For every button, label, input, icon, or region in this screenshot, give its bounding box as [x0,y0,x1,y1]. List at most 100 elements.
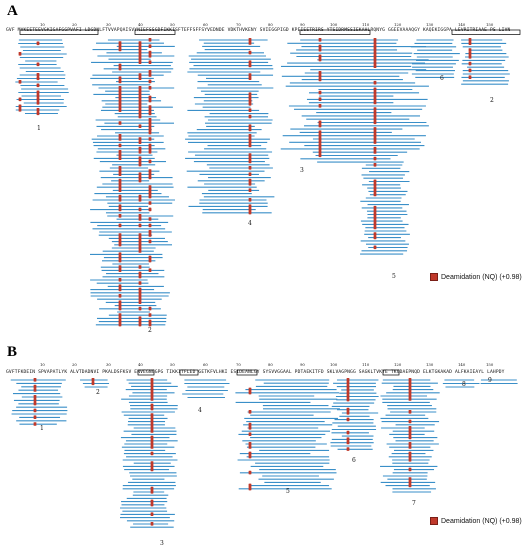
panel-a-tick-10: 10 [40,22,45,27]
deamidation-mark-b1-2-0 [33,384,37,389]
deamidation-mark-a2-7-1 [138,60,142,64]
deamidation-mark-b2-0-0 [91,378,95,382]
deamidation-mark-b7-21-0 [408,445,412,449]
deamidation-mark-a2-25-2 [148,118,152,122]
deamidation-mark-a4-30-1 [373,137,377,141]
deamidation-mark-b3-18-0 [150,435,154,440]
deamidation-mark-a4-16-0 [318,90,322,95]
deamidation-mark-a2-89-2 [148,322,152,327]
deamidation-mark-a2-8-0 [118,63,122,68]
deamidation-mark-b7-23-0 [408,451,412,456]
deamidation-mark-a2-35-2 [148,150,152,154]
deamidation-mark-a3-17-0 [248,92,252,96]
deamidation-mark-a2-34-1 [138,146,142,151]
deamidation-mark-a2-84-2 [148,306,152,311]
deamidation-mark-a2-41-0 [118,169,122,173]
panel-a-tick-70: 70 [236,22,241,27]
panel-b-tick-140: 140 [458,362,466,367]
deamidation-mark-b3-23-0 [150,451,154,456]
deamidation-mark-a2-4-1 [138,50,142,55]
panel-a-region-label-2: 3 [300,167,304,174]
deamidation-mark-a1-17-1 [36,97,40,102]
deamidation-mark-a2-62-1 [138,236,142,240]
deamidation-mark-a2-18-1 [138,95,142,100]
deamidation-mark-a3-7-0 [248,60,252,64]
deamidation-mark-a2-47-2 [148,188,152,192]
deamidation-mark-a2-5-1 [138,54,142,58]
deamidation-mark-a2-72-2 [148,268,152,272]
deamidation-mark-b6-10-0 [346,411,350,415]
deamidation-mark-b3-16-0 [150,429,154,433]
deamidation-mark-a4-31-0 [318,140,322,144]
deamidation-mark-a1-19-0 [18,104,22,109]
deamidation-mark-a3-52-0 [248,204,252,208]
deamidation-mark-a2-82-1 [138,300,142,304]
deamidation-mark-b3-4-0 [150,390,154,395]
deamidation-mark-a2-55-0 [118,214,122,218]
deamidation-mark-b3-8-0 [150,403,154,408]
deamidation-mark-a4-35-0 [318,153,322,158]
deamidation-mark-a2-42-1 [138,172,142,176]
panel-a-segment-box-3 [451,29,521,35]
deamidation-mark-b3-39-0 [150,502,154,507]
panel-b-region-label-6: 7 [412,500,416,507]
deamidation-mark-b7-15-0 [408,426,412,430]
deamidation-mark-a2-19-2 [148,98,152,103]
deamidation-mark-a2-78-1 [138,287,142,292]
deamidation-mark-b5-21-0 [248,445,252,449]
deamidation-mark-a2-23-2 [148,111,152,116]
deamidation-mark-a2-86-0 [118,313,122,317]
deamidation-mark-a4-0-1 [373,38,377,42]
panel-b-tick-90: 90 [300,362,305,367]
deamidation-mark-a4-25-0 [318,120,322,125]
panel-a-segment-box-2 [299,29,371,35]
panel-a-segment-box-1 [134,29,176,35]
deamidation-mark-a2-19-1 [138,98,142,103]
deamidation-mark-a1-16-1 [36,94,40,98]
deamidation-mark-a2-55-1 [138,214,142,218]
deamidation-mark-a2-27-1 [138,124,142,128]
deamidation-mark-a5-19-0 [373,225,377,230]
deamidation-mark-a2-45-0 [118,182,122,186]
deamidation-mark-a2-69-0 [118,258,122,263]
deamidation-mark-a2-38-1 [138,159,142,164]
deamidation-mark-a5-21-0 [373,232,377,236]
deamidation-mark-a2-46-0 [118,185,122,189]
deamidation-mark-a2-35-1 [138,150,142,154]
deamidation-mark-b5-4-0 [248,390,252,395]
deamidation-mark-a2-88-1 [138,319,142,324]
panel-b-tick-20: 20 [72,362,77,367]
deamidation-mark-a2-15-0 [118,86,122,90]
deamidation-mark-a4-32-0 [318,143,322,148]
deamidation-mark-a5-25-0 [373,245,377,250]
deamidation-mark-a3-4-0 [248,50,252,55]
panel-b-region-label-2: 3 [160,540,164,547]
deamidation-mark-a7-1-0 [468,41,472,45]
deamidation-mark-b6-12-0 [346,417,350,422]
deamidation-mark-a4-34-0 [318,150,322,154]
panel-b-region-label-4: 5 [286,488,290,495]
deamidation-mark-a2-81-1 [138,297,142,301]
deamidation-mark-a2-72-0 [118,268,122,272]
deamidation-mark-a2-42-0 [118,172,122,176]
deamidation-mark-a2-63-1 [138,239,142,244]
deamidation-mark-b3-42-0 [150,512,154,516]
deamidation-mark-a2-18-2 [148,95,152,100]
deamidation-mark-a3-11-0 [248,73,252,77]
deamidation-mark-a2-1-1 [138,41,142,45]
panel-b-tick-60: 60 [203,362,208,367]
deamidation-mark-a4-16-1 [373,90,377,95]
deamidation-mark-a4-5-0 [318,54,322,59]
deamidation-mark-a2-53-2 [148,207,152,212]
deamidation-mark-b1-6-0 [33,398,37,402]
panel-b-segment-box-2 [236,369,258,376]
deamidation-mark-a2-10-2 [148,70,152,74]
deamidation-mark-a2-23-1 [138,111,142,116]
deamidation-mark-a2-49-2 [148,194,152,199]
deamidation-mark-a1-7-1 [36,62,40,67]
deamidation-mark-a2-76-1 [138,281,142,285]
deamidation-mark-b5-33-0 [248,483,252,488]
deamidation-mark-b6-18-0 [346,437,350,441]
deamidation-mark-b7-33-0 [408,483,412,488]
deamidation-mark-a2-88-0 [118,319,122,324]
